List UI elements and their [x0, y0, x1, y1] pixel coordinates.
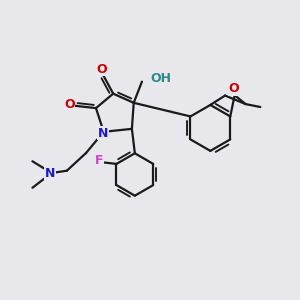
Text: O: O [64, 98, 75, 111]
Text: OH: OH [150, 72, 171, 85]
Text: N: N [98, 127, 108, 140]
Text: O: O [228, 82, 239, 95]
Text: O: O [96, 63, 107, 76]
Text: N: N [45, 167, 55, 179]
Text: F: F [94, 154, 103, 167]
